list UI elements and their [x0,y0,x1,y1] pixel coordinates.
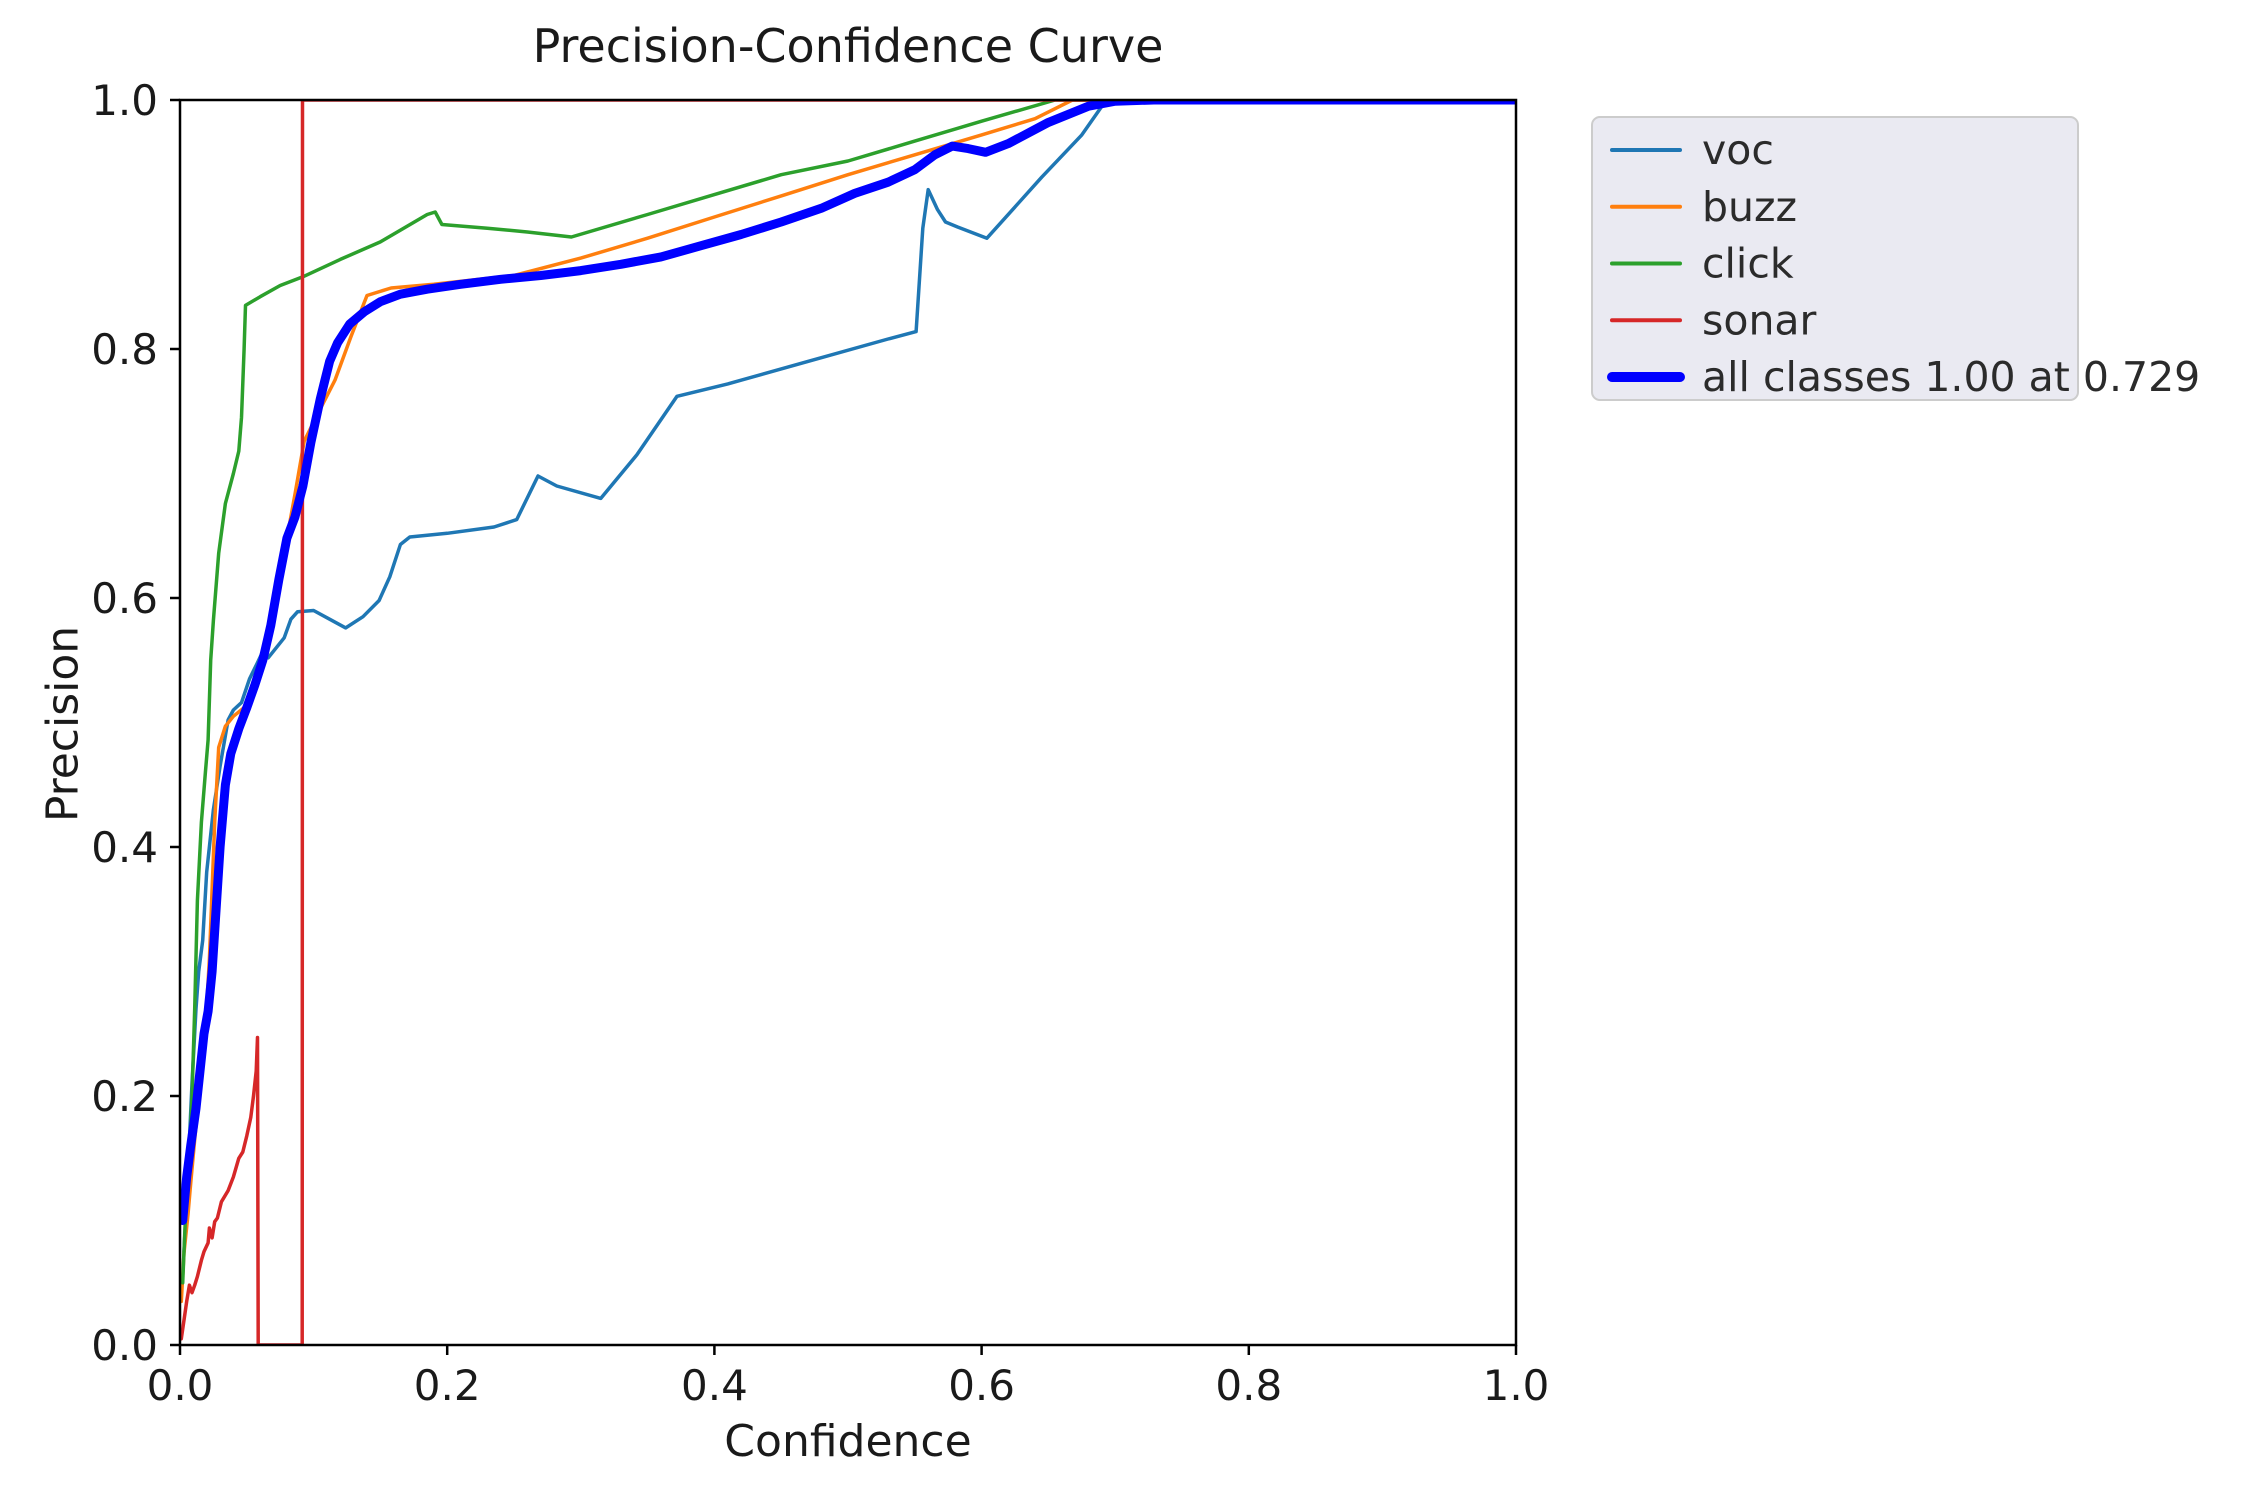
x-tick-label: 0.2 [414,1361,481,1410]
legend-box [1591,116,2079,401]
x-tick-label: 0.6 [948,1361,1015,1410]
plot-series-group [180,100,1516,1345]
series-line-buzz [180,100,1516,1304]
series-line-sonar [180,100,1516,1345]
y-tick-label: 0.6 [91,574,158,623]
series-line-voc [182,100,1516,1254]
legend-label-all: all classes 1.00 at 0.729 [1702,353,2200,401]
plot-border [178,98,1518,1347]
chart-title: Precision-Confidence Curve [533,19,1164,73]
y-tick-label: 0.0 [91,1321,158,1370]
x-tick-label: 0.0 [147,1361,214,1410]
legend-label-buzz: buzz [1702,183,1797,231]
series-line-all [180,100,1516,1225]
legend-label-click: click [1702,240,1794,288]
y-axis-label: Precision [38,626,89,822]
y-tick-label: 0.8 [91,325,158,374]
y-tick-label: 1.0 [91,76,158,125]
x-axis-label: Confidence [724,1416,971,1467]
y-tick-label: 0.4 [91,823,158,872]
x-tick-label: 1.0 [1483,1361,1550,1410]
x-tick-label: 0.8 [1215,1361,1282,1410]
legend-label-voc: voc [1702,126,1774,174]
legend-label-sonar: sonar [1702,296,1817,344]
legend: voc buzz click sonar all classes 1.00 at 0.7… [1591,116,2200,401]
axis-ticks-group: 0.0 0.2 0.4 0.6 0.8 1.0 0.0 0.2 0.4 0.6 0.8 1.0 [91,76,1549,1410]
series-line-click [180,100,1516,1285]
x-tick-label: 0.4 [681,1361,748,1410]
y-tick-label: 0.2 [91,1072,158,1121]
